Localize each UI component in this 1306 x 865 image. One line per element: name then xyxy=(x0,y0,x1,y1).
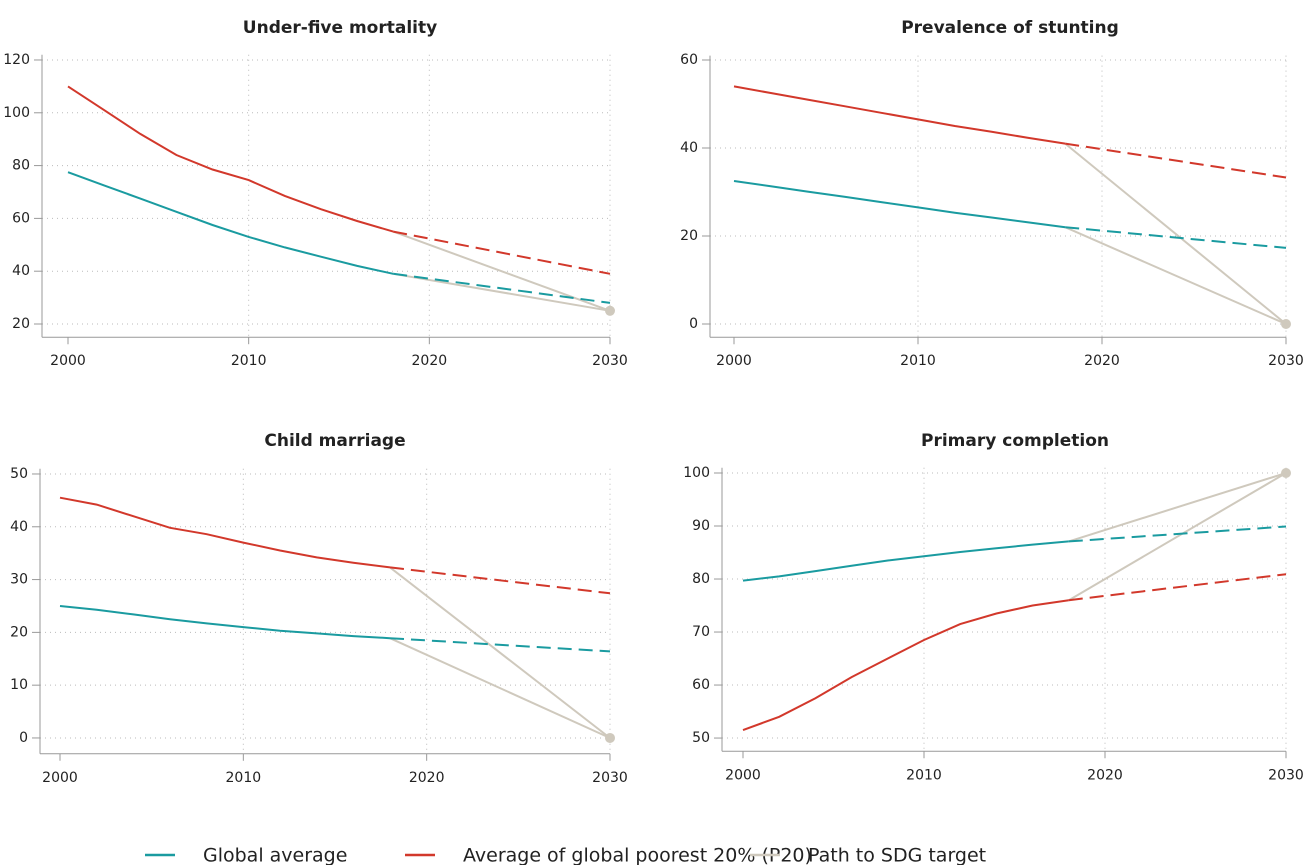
y-tick-label: 40 xyxy=(12,263,30,279)
series-line xyxy=(389,637,611,653)
y-tick-label: 30 xyxy=(10,572,28,588)
y-tick-label: 0 xyxy=(19,730,28,746)
y-tick-label: 80 xyxy=(12,158,30,174)
series-line xyxy=(1068,472,1287,602)
series-line xyxy=(393,272,611,304)
series-line xyxy=(393,272,611,312)
x-tick-label: 2030 xyxy=(592,353,628,369)
chart-title: Prevalence of stunting xyxy=(901,18,1119,38)
x-tick-label: 2010 xyxy=(900,353,936,369)
y-tick-label: 20 xyxy=(10,624,28,640)
series-line xyxy=(1068,525,1287,543)
y-tick-label: 20 xyxy=(12,316,30,332)
series-line xyxy=(742,599,1069,732)
x-tick-label: 2000 xyxy=(50,353,86,369)
series-line xyxy=(733,85,1066,145)
x-tick-label: 2000 xyxy=(716,353,752,369)
y-tick-label: 120 xyxy=(3,52,30,68)
series-line xyxy=(1065,142,1287,179)
y-tick-label: 0 xyxy=(689,316,698,332)
series-line xyxy=(1065,226,1287,249)
y-tick-label: 60 xyxy=(680,52,698,68)
chart-title: Primary completion xyxy=(921,431,1109,451)
x-tick-label: 2020 xyxy=(412,353,448,369)
legend-label: Average of global poorest 20% (P20) xyxy=(463,845,812,865)
series-line xyxy=(67,85,394,233)
legend-label: Global average xyxy=(203,845,347,865)
series-line xyxy=(59,605,391,640)
series-line xyxy=(742,540,1069,582)
chart-title: Under-five mortality xyxy=(243,18,437,38)
y-tick-label: 40 xyxy=(10,519,28,535)
y-tick-label: 60 xyxy=(692,677,710,693)
y-tick-label: 50 xyxy=(10,466,28,482)
series-line xyxy=(389,566,611,595)
y-tick-label: 60 xyxy=(12,210,30,226)
chart-title: Child marriage xyxy=(264,431,405,451)
legend-label: Path to SDG target xyxy=(808,845,986,865)
series-line xyxy=(393,230,611,275)
series-line xyxy=(1068,472,1287,543)
series-line xyxy=(1064,142,1287,325)
y-tick-label: 40 xyxy=(680,140,698,156)
x-tick-label: 2030 xyxy=(592,770,628,786)
x-tick-label: 2030 xyxy=(1268,767,1304,783)
x-tick-label: 2020 xyxy=(1084,353,1120,369)
series-line xyxy=(1064,226,1287,325)
series-line xyxy=(67,171,394,275)
y-tick-label: 20 xyxy=(680,228,698,244)
x-tick-label: 2010 xyxy=(231,353,267,369)
x-tick-label: 2020 xyxy=(409,770,445,786)
y-tick-label: 10 xyxy=(10,677,28,693)
y-tick-label: 70 xyxy=(692,624,710,640)
series-line xyxy=(389,566,611,739)
series-line xyxy=(59,496,391,569)
x-tick-label: 2000 xyxy=(42,770,78,786)
x-tick-label: 2030 xyxy=(1268,353,1304,369)
y-tick-label: 100 xyxy=(683,465,710,481)
series-line xyxy=(389,637,611,739)
y-tick-label: 80 xyxy=(692,571,710,587)
x-tick-label: 2000 xyxy=(725,767,761,783)
series-line xyxy=(1068,573,1287,602)
series-line xyxy=(392,230,611,312)
x-tick-label: 2010 xyxy=(226,770,262,786)
y-tick-label: 90 xyxy=(692,518,710,534)
series-line xyxy=(733,180,1066,229)
y-tick-label: 100 xyxy=(3,105,30,121)
x-tick-label: 2010 xyxy=(906,767,942,783)
y-tick-label: 50 xyxy=(692,730,710,746)
x-tick-label: 2020 xyxy=(1087,767,1123,783)
